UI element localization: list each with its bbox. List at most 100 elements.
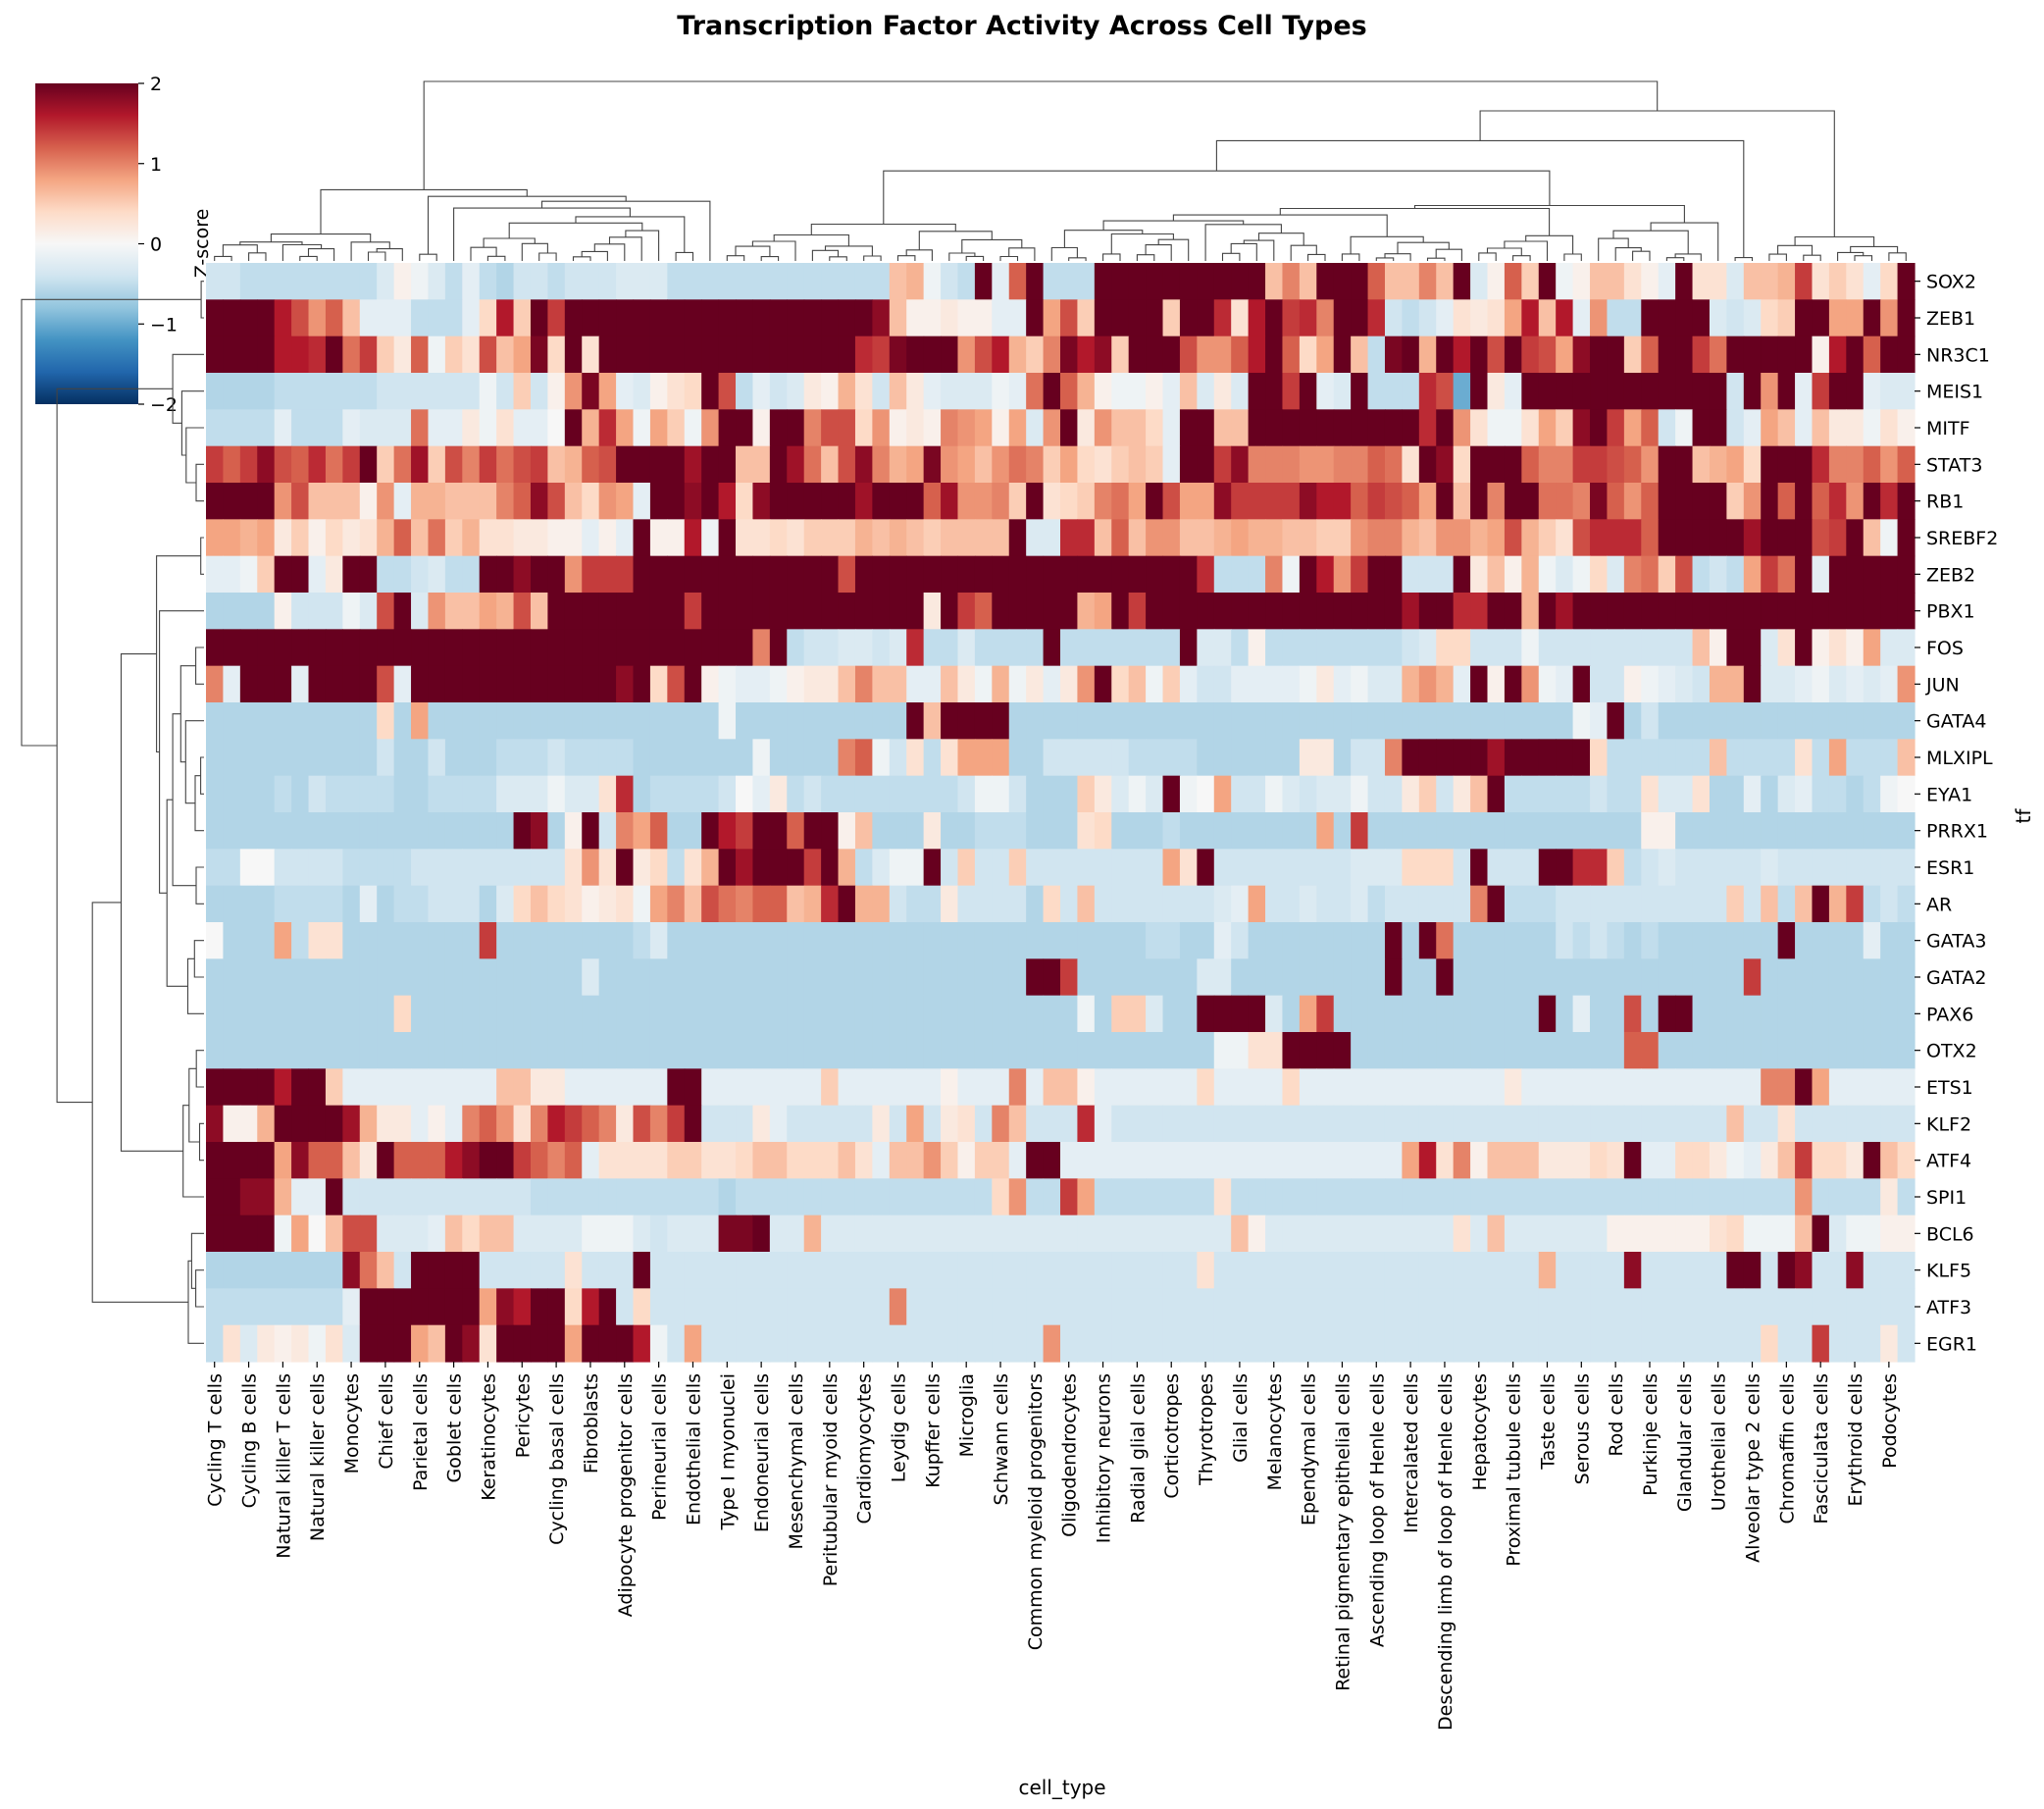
heatmap-cell: [530, 1105, 548, 1143]
heatmap-cell: [1179, 1105, 1198, 1143]
heatmap-cell: [1795, 483, 1814, 520]
heatmap-cell: [803, 922, 822, 959]
heatmap-cell: [889, 373, 907, 410]
heatmap-cell: [564, 299, 583, 337]
heatmap-cell: [530, 1032, 548, 1069]
heatmap-cell: [1521, 1142, 1540, 1179]
heatmap-cell: [1538, 445, 1557, 484]
dendrogram-link: [1614, 247, 1642, 261]
heatmap-cell: [701, 1068, 720, 1107]
heatmap-cell: [1658, 1032, 1676, 1069]
heatmap-cell: [1504, 1324, 1522, 1363]
heatmap-cell: [582, 336, 600, 374]
heatmap-cell: [1897, 922, 1916, 959]
heatmap-cell: [342, 1252, 361, 1289]
heatmap-cell: [598, 849, 617, 887]
heatmap-cell: [1179, 739, 1198, 777]
dendrogram-link: [581, 250, 608, 261]
heatmap-cell: [701, 409, 720, 447]
heatmap-cell: [1248, 849, 1266, 887]
heatmap-cell: [974, 263, 993, 300]
heatmap-cell: [1248, 775, 1266, 813]
heatmap-cell: [257, 629, 276, 667]
heatmap-cell: [1743, 812, 1762, 850]
heatmap-cell: [1828, 336, 1847, 374]
heatmap-cell: [1812, 1142, 1830, 1179]
heatmap-cell: [1795, 1215, 1814, 1253]
heatmap-cell: [513, 1252, 532, 1289]
heatmap-cell: [1675, 555, 1694, 594]
heatmap-cell: [377, 1252, 395, 1289]
column-label: Alveolar type 2 cells: [1743, 1373, 1764, 1563]
dendrogram-link: [1050, 246, 1078, 261]
heatmap-cell: [1333, 1288, 1352, 1326]
heatmap-cell: [752, 1252, 771, 1289]
heatmap-cell: [1777, 263, 1796, 300]
heatmap-cell: [1795, 1032, 1814, 1069]
heatmap-cell: [803, 1105, 822, 1143]
heatmap-cell: [1418, 483, 1437, 520]
heatmap-cell: [1572, 885, 1591, 923]
heatmap-cell: [821, 336, 840, 374]
heatmap-cell: [377, 995, 395, 1033]
heatmap-cell: [1572, 1178, 1591, 1216]
heatmap-cell: [906, 922, 925, 959]
heatmap-cell: [906, 1215, 925, 1253]
heatmap-cell: [1351, 1178, 1369, 1216]
heatmap-cell: [359, 445, 378, 484]
heatmap-cell: [1077, 1288, 1096, 1326]
heatmap-cell: [1795, 702, 1814, 740]
heatmap-cell: [906, 336, 925, 374]
heatmap-cell: [838, 922, 856, 959]
heatmap-cell: [701, 1032, 720, 1069]
heatmap-cell: [667, 958, 686, 997]
heatmap-cell: [906, 885, 925, 923]
heatmap-cell: [1470, 593, 1489, 630]
heatmap-cell: [1265, 1032, 1284, 1069]
heatmap-cell: [1641, 885, 1660, 923]
heatmap-cell: [1316, 445, 1335, 484]
heatmap-cell: [496, 849, 515, 887]
heatmap-cell: [1060, 958, 1079, 997]
heatmap-cell: [1504, 995, 1522, 1033]
heatmap-cell: [803, 739, 822, 777]
heatmap-cell: [872, 775, 891, 813]
column-label: Urothelial cells: [1709, 1373, 1730, 1511]
heatmap-cell: [821, 995, 840, 1033]
heatmap-cell: [1743, 702, 1762, 740]
heatmap-cell: [1265, 1324, 1284, 1363]
heatmap-cell: [1641, 409, 1660, 447]
heatmap-cell: [1761, 445, 1779, 484]
dendrogram-link: [1435, 248, 1462, 261]
heatmap-cell: [1504, 739, 1522, 777]
heatmap-cell: [889, 593, 907, 630]
heatmap-cell: [257, 1032, 276, 1069]
heatmap-cell: [1846, 1215, 1865, 1253]
heatmap-cell: [1726, 922, 1745, 959]
heatmap-cell: [769, 1324, 788, 1363]
heatmap-cell: [1590, 263, 1609, 300]
heatmap-cell: [1846, 409, 1865, 447]
heatmap-cell: [854, 445, 873, 484]
heatmap-cell: [1111, 849, 1130, 887]
heatmap-cell: [1828, 1324, 1847, 1363]
heatmap-cell: [1863, 445, 1881, 484]
heatmap-cell: [377, 445, 395, 484]
heatmap-cell: [752, 629, 771, 667]
heatmap-cell: [1043, 1288, 1061, 1326]
heatmap-cell: [564, 849, 583, 887]
heatmap-cell: [1384, 555, 1403, 594]
heatmap-cell: [342, 1142, 361, 1179]
heatmap-cell: [838, 336, 856, 374]
heatmap-cell: [1384, 1215, 1403, 1253]
heatmap-cell: [1402, 373, 1420, 410]
heatmap-cell: [1828, 1178, 1847, 1216]
heatmap-cell: [889, 1068, 907, 1107]
heatmap-cell: [752, 1105, 771, 1143]
heatmap-cell: [649, 555, 668, 594]
heatmap-cell: [1846, 849, 1865, 887]
heatmap-cell: [1880, 1178, 1899, 1216]
heatmap-cell: [359, 263, 378, 300]
heatmap-cell: [1351, 519, 1369, 557]
heatmap-cell: [616, 665, 635, 703]
